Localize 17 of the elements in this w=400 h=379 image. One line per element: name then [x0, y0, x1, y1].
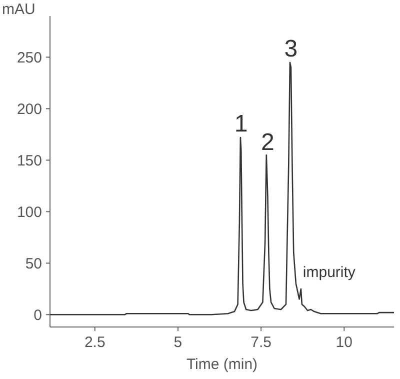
annotation: 1	[234, 110, 248, 138]
x-axis-title: Time (min)	[186, 356, 258, 373]
annotation: impurity	[302, 264, 356, 281]
y-axis-title: mAU	[2, 1, 36, 18]
x-tick-label: 10	[336, 334, 352, 351]
y-tick-label: 100	[16, 204, 42, 221]
y-tick-label: 50	[25, 255, 42, 272]
annotation: 3	[284, 35, 298, 62]
y-tick-label: 150	[16, 152, 42, 170]
y-tick-label: 200	[16, 100, 42, 118]
y-tick-label: 250	[16, 49, 42, 66]
line-series	[49, 62, 395, 316]
annotation: 2	[261, 129, 274, 156]
y-tick-label: 0	[34, 306, 42, 324]
x-tick-label: 2.5	[84, 334, 106, 351]
x-tick-label: 7.5	[250, 334, 272, 351]
x-tick-label: 5	[174, 334, 182, 351]
